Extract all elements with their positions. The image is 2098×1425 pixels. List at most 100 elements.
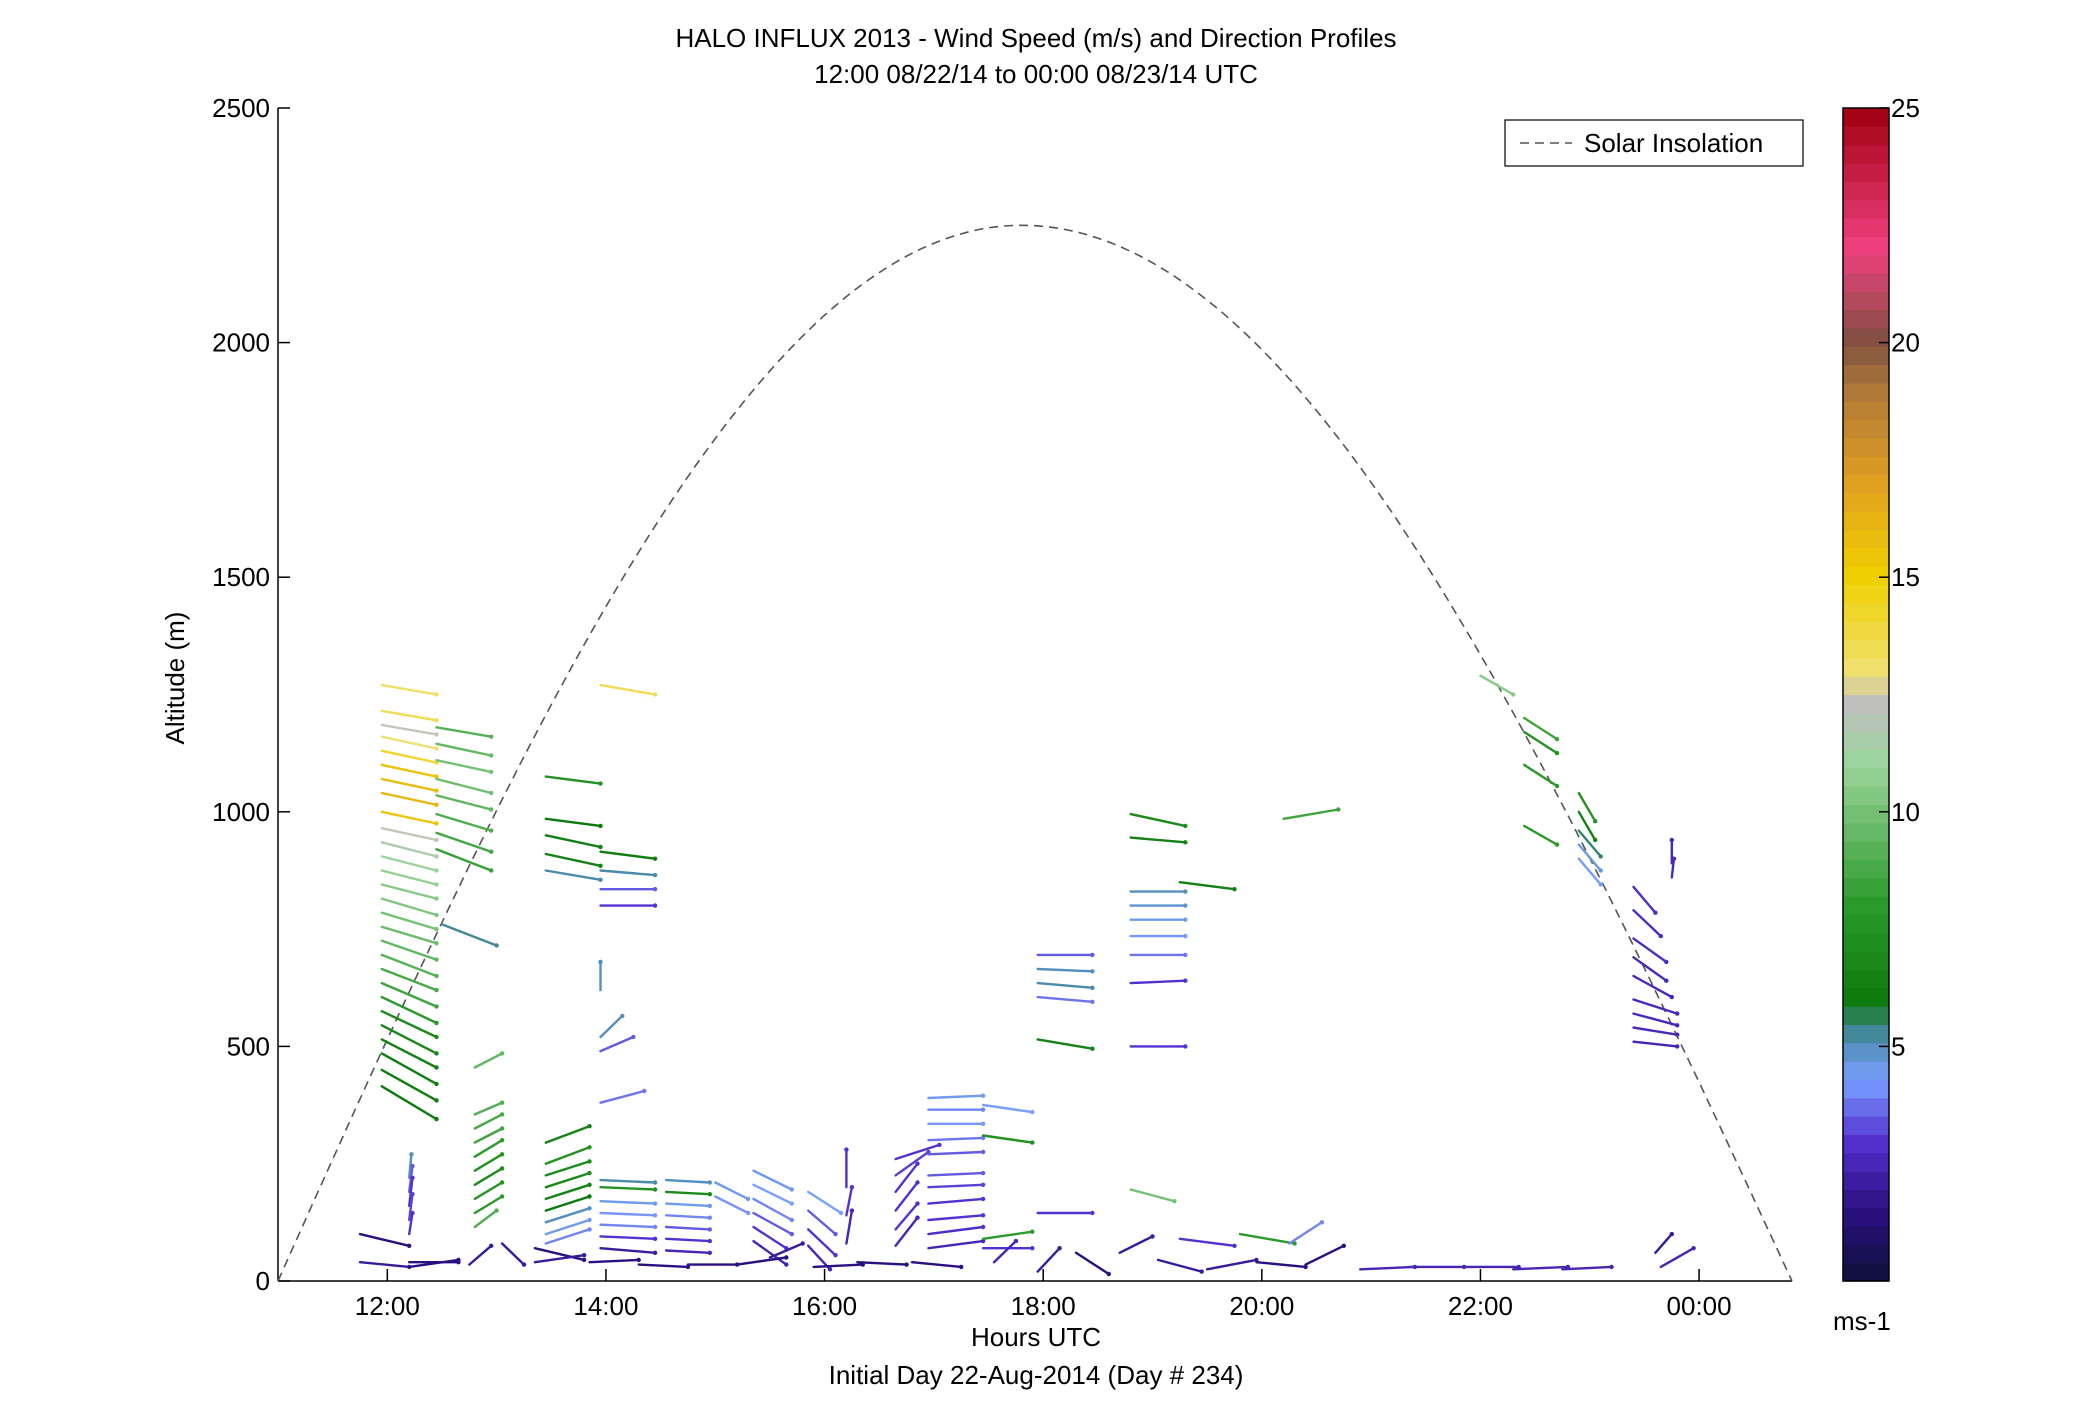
wind-vector — [408, 1211, 414, 1236]
wind-vector-head — [652, 1187, 658, 1192]
wind-vector — [473, 1127, 504, 1144]
wind-vector-head — [789, 1217, 794, 1223]
wind-vector — [1178, 881, 1236, 891]
wind-vector — [544, 775, 602, 785]
wind-vector — [380, 981, 438, 1008]
x-tick-label: 00:00 — [1667, 1291, 1732, 1321]
wind-vector — [664, 1225, 711, 1231]
wind-vector-head — [499, 1180, 505, 1185]
wind-vector — [1632, 974, 1674, 999]
colorbar-band — [1843, 602, 1889, 622]
wind-vector — [1632, 885, 1657, 914]
wind-vector-head — [1090, 952, 1095, 958]
wind-vector — [380, 925, 438, 945]
wind-vector — [599, 1185, 657, 1191]
wind-vector-head — [434, 732, 439, 737]
wind-vector-head — [494, 1208, 499, 1213]
wind-vector-head — [707, 1227, 712, 1232]
wind-vector — [845, 1209, 854, 1245]
wind-vector-head — [1675, 1044, 1680, 1049]
wind-vector-head — [1254, 1257, 1259, 1263]
wind-vector — [380, 723, 438, 736]
wind-vector — [664, 1214, 711, 1219]
wind-vector — [435, 759, 493, 774]
wind-vector — [544, 834, 602, 849]
colorbar-band — [1843, 621, 1889, 641]
colorbar-tick-label: 20 — [1891, 328, 1920, 358]
wind-vector — [856, 1260, 908, 1266]
wind-vector — [752, 1211, 793, 1236]
wind-vector-head — [636, 1257, 641, 1263]
wind-vector — [1632, 909, 1663, 938]
wind-vector-head — [489, 868, 494, 873]
colorbar-band — [1843, 712, 1889, 732]
wind-vector-head — [1303, 1264, 1308, 1270]
wind-vector-head — [598, 959, 603, 965]
wind-vector — [544, 1183, 591, 1201]
wind-vector — [599, 1035, 635, 1053]
wind-vector — [380, 1024, 438, 1055]
colorbar-band — [1843, 181, 1889, 201]
wind-vector-head — [1554, 736, 1560, 742]
wind-vector-head — [1593, 837, 1598, 843]
wind-vector — [1577, 829, 1602, 858]
wind-vector-head — [598, 877, 603, 882]
colorbar-band — [1843, 1262, 1889, 1282]
wind-vector-head — [980, 1196, 986, 1202]
wind-vector-head — [499, 1166, 505, 1171]
colorbar-gradient — [1843, 108, 1889, 1282]
wind-vector-head — [1199, 1269, 1204, 1274]
wind-vector-head — [800, 1241, 805, 1246]
wind-vectors — [358, 674, 1696, 1277]
wind-vector-head — [587, 1170, 592, 1176]
wind-vector — [894, 1150, 930, 1177]
wind-vector — [599, 683, 657, 696]
wind-vector-head — [652, 692, 658, 697]
wind-vector — [927, 1171, 985, 1177]
colorbar-band — [1843, 162, 1889, 182]
wind-vector-head — [844, 1147, 849, 1152]
colorbar-band — [1843, 969, 1889, 989]
wind-vector — [812, 1263, 864, 1269]
colorbar-band — [1843, 896, 1889, 916]
wind-vector-head — [652, 1180, 658, 1185]
wind-vector — [1522, 824, 1559, 846]
wind-vector — [752, 1197, 793, 1222]
wind-vector-head — [1669, 994, 1675, 1000]
wind-vector-head — [707, 1192, 712, 1197]
x-axis-ticks: 12:00 14:00 16:00 18:00 20:00 22:00 00:00 — [355, 1269, 1732, 1321]
wind-vector — [1129, 812, 1187, 828]
wind-vector-head — [434, 692, 439, 697]
wind-vector — [1205, 1258, 1258, 1271]
x-tick-label: 12:00 — [355, 1291, 420, 1321]
colorbar-band — [1843, 914, 1889, 934]
wind-vector — [544, 1171, 591, 1189]
wind-vector — [894, 1162, 919, 1194]
wind-vector-head — [434, 1004, 439, 1009]
wind-vector — [927, 1214, 985, 1222]
x-tick-label: 14:00 — [573, 1291, 638, 1321]
wind-vector-head — [499, 1051, 505, 1056]
wind-vector-head — [434, 746, 439, 751]
wind-vector-head — [434, 788, 439, 793]
wind-vector-head — [980, 1213, 986, 1218]
wind-vector — [1287, 1221, 1324, 1245]
wind-vector-head — [1691, 1246, 1696, 1251]
wind-vector — [380, 897, 438, 917]
wind-vector-head — [1232, 887, 1237, 892]
colorbar-band — [1843, 877, 1889, 897]
wind-vector — [500, 1242, 526, 1266]
wind-vector — [1238, 1232, 1296, 1245]
wind-vector-head — [1030, 1229, 1035, 1234]
wind-vector — [637, 1263, 690, 1269]
wind-vector-head — [598, 844, 603, 850]
colorbar-band — [1843, 1042, 1889, 1062]
wind-vector — [599, 869, 657, 877]
wind-vector — [752, 1239, 788, 1266]
wind-vector-head — [915, 1215, 920, 1220]
wind-vector — [599, 1246, 657, 1255]
wind-vector-head — [1292, 1241, 1297, 1246]
wind-vector-head — [1675, 1011, 1680, 1016]
wind-vector-head — [434, 957, 439, 962]
wind-vector-head — [1511, 692, 1516, 697]
